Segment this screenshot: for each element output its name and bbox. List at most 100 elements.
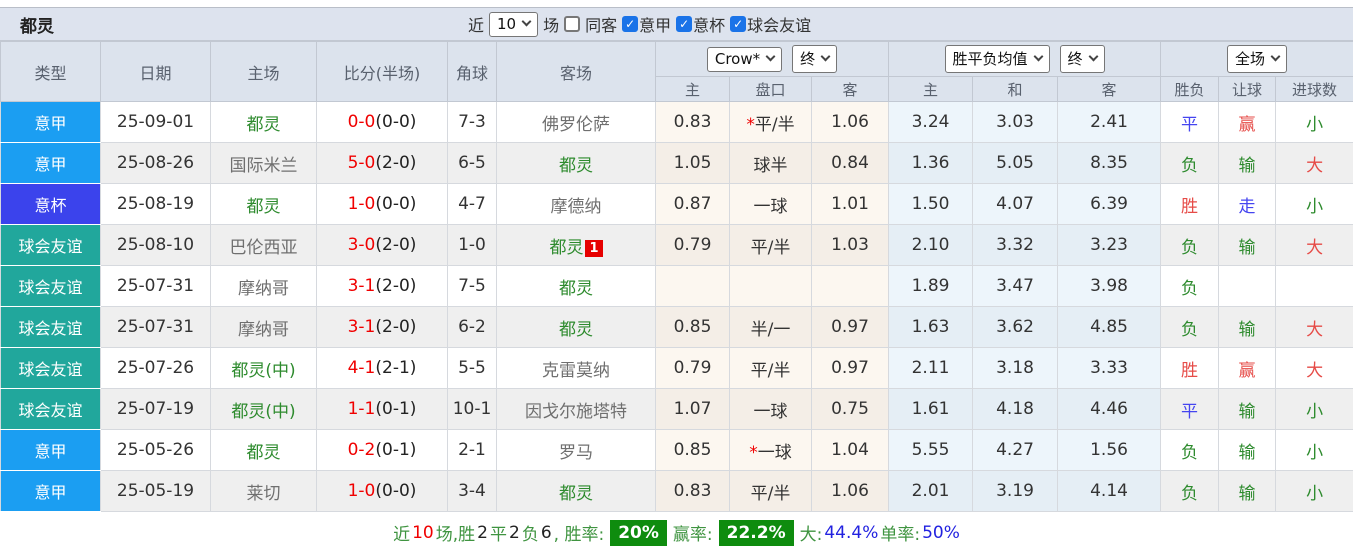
score-cell: 1-0(0-0) [316, 470, 448, 512]
odds-handicap: 平/半 [729, 347, 812, 389]
avg-draw: 3.62 [972, 306, 1059, 348]
scope-select[interactable]: 全场 [1227, 45, 1288, 73]
away-team: 都灵 [496, 265, 656, 307]
col-away: 客场 [496, 41, 656, 102]
avg-away: 3.23 [1057, 224, 1162, 266]
friendly-filter-label: 球会友谊 [747, 16, 812, 35]
avg-draw: 3.32 [972, 224, 1059, 266]
star-marker: * [746, 114, 755, 135]
match-row: 球会友谊 25-08-10 巴伦西亚 3-0(2-0) 1-0 都灵 1 0.79… [0, 224, 1353, 266]
home-team: 摩纳哥 [210, 306, 317, 348]
league-type-badge: 意甲 [0, 142, 101, 184]
corner-cell: 7-3 [447, 101, 497, 143]
result-handicap: 输 [1218, 224, 1277, 266]
cup-checkbox[interactable]: ✓ [676, 16, 693, 32]
recent-count-select[interactable]: 10 [489, 11, 539, 37]
odds-handicap: *一球 [729, 429, 812, 471]
result-wdl: 负 [1160, 265, 1220, 307]
footer-summary: 近 10 场,胜 2 平 2 负 6, 胜率: 20% 赢率: 22.2% 大: 44.4% 单率: 50… [0, 512, 1353, 551]
avg-away: 4.85 [1057, 306, 1162, 348]
avg-draw: 4.18 [972, 388, 1059, 430]
odds-home: 0.85 [655, 306, 730, 348]
avg-home: 2.11 [888, 347, 974, 389]
result-wdl: 胜 [1160, 347, 1220, 389]
odds-away: 1.04 [810, 429, 890, 471]
match-row: 意甲 25-09-01 都灵 0-0(0-0) 7-3 佛罗伦萨 0.83 *平… [0, 101, 1353, 143]
footer-part: 50% [922, 522, 960, 543]
footer-part: 平 [489, 525, 507, 545]
col-type: 类型 [0, 41, 101, 102]
result-wdl: 负 [1160, 306, 1220, 348]
col-date: 日期 [100, 41, 211, 102]
odds-away: 1.03 [810, 224, 890, 266]
footer-part: 10 [412, 522, 434, 543]
score-cell: 3-1(2-0) [316, 265, 448, 307]
odds-home: 0.83 [655, 470, 730, 512]
result-goals: 小 [1275, 101, 1353, 143]
avg-away: 3.33 [1057, 347, 1162, 389]
result-handicap: 赢 [1218, 347, 1277, 389]
odds-company-select[interactable]: Crow* [706, 46, 783, 72]
odds-away: 0.75 [810, 388, 890, 430]
footer-part: 赢率: [672, 525, 713, 545]
result-handicap: 赢 [1218, 101, 1277, 143]
odds-away: 0.97 [810, 306, 890, 348]
same-opponent-checkbox[interactable] [564, 16, 581, 32]
result-goals: 小 [1275, 470, 1353, 512]
match-date: 25-07-26 [100, 347, 211, 389]
league-checkbox[interactable]: ✓ [622, 16, 639, 32]
avg-draw: 4.27 [972, 429, 1059, 471]
avg-type-select[interactable]: 胜平负均值 [944, 45, 1050, 73]
col-home: 主场 [210, 41, 317, 102]
subcol-result-handicap: 让球 [1218, 76, 1277, 102]
footer-part: 近 [393, 525, 411, 545]
home-team: 都灵 [210, 429, 317, 471]
avg-home: 1.36 [888, 142, 974, 184]
league-type-badge: 球会友谊 [0, 224, 101, 266]
avg-away: 3.98 [1057, 265, 1162, 307]
odds-away [810, 265, 890, 307]
result-goals: 小 [1275, 429, 1353, 471]
odds-time-select[interactable]: 终 [792, 45, 838, 73]
subcol-odds-handicap: 盘口 [729, 76, 812, 102]
odds-handicap: 平/半 [729, 470, 812, 512]
match-row: 球会友谊 25-07-31 摩纳哥 3-1(2-0) 6-2 都灵 0.85 半… [0, 306, 1353, 348]
away-team: 都灵 [496, 142, 656, 184]
score-cell: 0-2(0-1) [316, 429, 448, 471]
result-handicap: 走 [1218, 183, 1277, 225]
away-team: 因戈尔施塔特 [496, 388, 656, 430]
avg-draw: 3.19 [972, 470, 1059, 512]
filter-item-cup: ✓ 意杯 [676, 12, 725, 36]
corner-cell: 4-7 [447, 183, 497, 225]
score-cell: 3-1(2-0) [316, 306, 448, 348]
avg-time-select[interactable]: 终 [1059, 45, 1105, 73]
odds-away: 1.06 [810, 470, 890, 512]
match-row: 意杯 25-08-19 都灵 1-0(0-0) 4-7 摩德纳 0.87 一球 … [0, 183, 1353, 225]
home-team: 都灵 [210, 183, 317, 225]
subcol-odds-home: 主 [655, 76, 730, 102]
league-type-badge: 球会友谊 [0, 347, 101, 389]
match-date: 25-05-19 [100, 470, 211, 512]
friendly-checkbox[interactable]: ✓ [730, 16, 747, 32]
filter-item-league: ✓ 意甲 [622, 12, 671, 36]
avg-home: 1.61 [888, 388, 974, 430]
subcol-result-goals: 进球数 [1275, 76, 1353, 102]
corner-cell: 3-4 [447, 470, 497, 512]
chevron-down-icon [1033, 51, 1043, 62]
avg-away: 2.41 [1057, 101, 1162, 143]
home-team: 都灵 [210, 101, 317, 143]
avg-draw: 3.18 [972, 347, 1059, 389]
odds-away: 0.97 [810, 347, 890, 389]
away-team: 都灵 [496, 470, 656, 512]
result-goals: 大 [1275, 224, 1353, 266]
home-team: 国际米兰 [210, 142, 317, 184]
away-team: 佛罗伦萨 [496, 101, 656, 143]
footer-part: 单率: [880, 525, 921, 545]
match-date: 25-07-31 [100, 306, 211, 348]
score-cell: 1-0(0-0) [316, 183, 448, 225]
chevron-down-icon [521, 16, 532, 27]
corner-cell: 2-1 [447, 429, 497, 471]
odds-home: 0.87 [655, 183, 730, 225]
home-team: 莱切 [210, 470, 317, 512]
